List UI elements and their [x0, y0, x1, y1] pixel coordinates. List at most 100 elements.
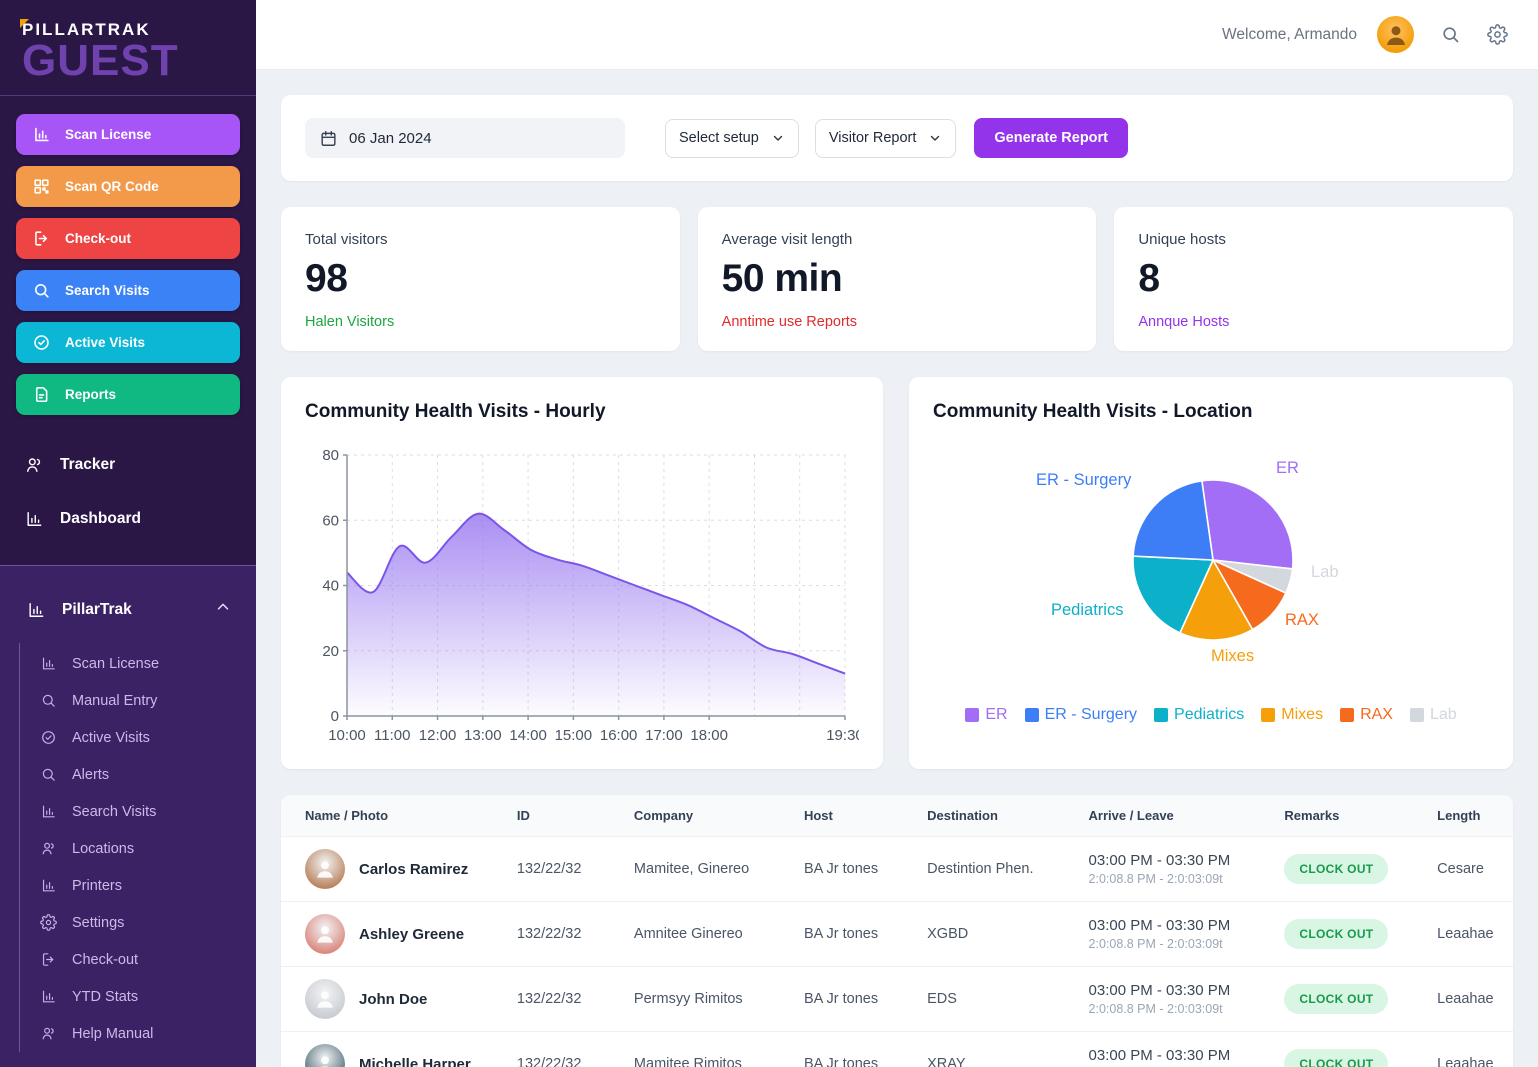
sidebar-button-scan-license[interactable]: Scan License — [16, 114, 240, 156]
svg-text:0: 0 — [331, 708, 339, 725]
sidebar-subitem-alerts[interactable]: Alerts — [30, 756, 256, 793]
bar-chart-icon — [35, 128, 49, 142]
legend-label: ER — [985, 706, 1008, 723]
legend-item-rax[interactable]: RAX — [1340, 706, 1393, 724]
sidebar-subitem-active-visits[interactable]: Active Visits — [30, 719, 256, 756]
stat-card-unique-hosts: Unique hosts 8 Annque Hosts — [1114, 207, 1513, 351]
sidebar-subitem-search-visits[interactable]: Search Visits — [30, 793, 256, 830]
users-icon — [42, 843, 54, 855]
location-pie-chart: ER Lab RAX Mixes Pediatrics ER - Surgery ER ER … — [933, 423, 1489, 753]
stats-row: Total visitors 98 Halen Visitors Average vi… — [281, 207, 1513, 351]
check-circle-icon — [42, 731, 55, 745]
calendar-icon — [319, 129, 338, 148]
sidebar-subitem-scan-license[interactable]: Scan License — [30, 645, 256, 682]
person-fill-icon — [1386, 25, 1405, 45]
table-header-row: Name / Photo ID Company Host Destination Arri… — [281, 795, 1513, 837]
sidebar-group-pillartrak[interactable]: PillarTrak — [0, 586, 256, 633]
stat-card-total-visitors: Total visitors 98 Halen Visitors — [281, 207, 680, 351]
visitor-photo — [305, 849, 345, 889]
generate-report-button[interactable]: Generate Report — [974, 118, 1129, 158]
stat-label: Average visit length — [721, 231, 853, 248]
hourly-area-chart-svg: 0 20 40 60 80 10:00 11:00 12:00 13:00 14:00 15:00 1… — [322, 447, 863, 744]
visitor-name: Carlos Ramirez — [359, 860, 469, 878]
sidebar-subitem-ytd-stats[interactable]: YTD Stats — [30, 978, 256, 1015]
sidebar-item-dashboard[interactable]: Dashboard — [16, 499, 240, 539]
sidebar-main-nav: Tracker Dashboard — [0, 445, 256, 539]
chevron-up-icon — [217, 604, 229, 611]
content: 06 Jan 2024 Select setup Visitor Report … — [256, 70, 1538, 1067]
visitor-destination: EDS — [927, 991, 957, 1007]
sidebar-subitem-manual-entry[interactable]: Manual Entry — [30, 682, 256, 719]
table-row[interactable]: John Doe 132/22/32 Permsyy Rimitos BA Jr to… — [281, 967, 1513, 1032]
sidebar-action-buttons: Scan License Scan QR Code Check-out Search … — [0, 114, 256, 416]
visitor-name: Michelle Harper — [359, 1055, 471, 1067]
svg-text:17:00: 17:00 — [645, 727, 683, 744]
search-icon — [35, 284, 49, 299]
visitor-destination: XRAY — [927, 1056, 966, 1067]
visitor-company: Permsyy Rimitos — [633, 991, 743, 1007]
legend-swatch — [1024, 708, 1039, 722]
report-type-select[interactable]: Visitor Report — [814, 118, 957, 158]
chevron-down-icon — [928, 131, 942, 145]
visitor-id: 132/22/32 — [516, 926, 582, 942]
date-picker[interactable]: 06 Jan 2024 — [305, 118, 625, 158]
qr-code-icon — [34, 179, 49, 195]
setup-select-value: Select setup — [679, 130, 759, 146]
svg-text:11:00: 11:00 — [374, 727, 410, 744]
bar-chart-icon — [29, 602, 44, 617]
pie-callout-label: RAX — [1285, 611, 1319, 629]
setup-select[interactable]: Select setup — [665, 118, 799, 158]
legend-label: RAX — [1360, 706, 1393, 723]
visitor-host: BA Jr tones — [803, 861, 879, 877]
users-icon — [42, 1028, 54, 1040]
settings-button[interactable] — [1487, 24, 1508, 45]
visit-length: Leaahae — [1437, 1056, 1494, 1067]
sidebar-subitem-printers[interactable]: Printers — [30, 867, 256, 904]
sidebar-subitem-label: YTD Stats — [72, 988, 139, 1005]
sidebar-top-section: PILLARTRAK GUEST Scan License Scan QR Cod… — [0, 0, 256, 566]
table-row[interactable]: Michelle Harper 132/22/32 Mamitee Rimitos B… — [281, 1032, 1513, 1067]
legend-item-er[interactable]: ER — [965, 706, 1008, 724]
report-select-value: Visitor Report — [828, 130, 917, 146]
sidebar-subitem-locations[interactable]: Locations — [30, 830, 256, 867]
table-row[interactable]: Ashley Greene 132/22/32 Amnitee Ginereo BA … — [281, 902, 1513, 967]
stat-card-average-visit-length: Average visit length 50 min Anntime use Re… — [697, 207, 1097, 351]
chevron-down-icon — [771, 131, 785, 145]
bar-chart-icon — [27, 512, 42, 527]
visitor-photo — [305, 979, 345, 1019]
legend-item-mixes[interactable]: Mixes — [1261, 706, 1323, 724]
sidebar-subitem-label: Manual Entry — [72, 692, 158, 709]
sidebar-bottom-section: PillarTrak Scan License Manual Entry Activ… — [0, 565, 256, 1067]
table-column-header: Host — [803, 808, 833, 823]
arrive-leave-subtime: 2:0:08.8 PM - 2:0:03:09t — [1088, 872, 1223, 886]
svg-text:14:00: 14:00 — [509, 727, 547, 744]
arrive-leave-time: 03:00 PM - 03:30 PM — [1088, 1047, 1231, 1064]
sidebar-button-label: Scan QR Code — [65, 179, 159, 195]
table-row[interactable]: Carlos Ramirez 132/22/32 Mamitee, Ginereo B… — [281, 837, 1513, 902]
legend-item-lab[interactable]: Lab — [1409, 706, 1457, 724]
svg-text:15:00: 15:00 — [555, 727, 593, 744]
legend-item-pediatrics[interactable]: Pediatrics — [1154, 706, 1244, 724]
user-avatar[interactable] — [1377, 16, 1414, 53]
sidebar-button-active-visits[interactable]: Active Visits — [16, 322, 240, 364]
sidebar-button-reports[interactable]: Reports — [16, 374, 240, 416]
logo-wordmark: PILLARTRAK — [20, 19, 151, 40]
legend-item-er-surgery[interactable]: ER - Surgery — [1024, 706, 1137, 724]
stat-value: 8 — [1138, 257, 1160, 300]
visitor-company: Mamitee Rimitos — [633, 1056, 742, 1067]
sidebar-subitem-settings[interactable]: Settings — [30, 904, 256, 941]
stat-label: Total visitors — [305, 231, 388, 248]
date-value: 06 Jan 2024 — [349, 129, 432, 147]
bar-chart-icon — [42, 657, 55, 670]
sidebar-button-search-visits[interactable]: Search Visits — [16, 270, 240, 312]
sidebar-button-check-out[interactable]: Check-out — [16, 218, 240, 260]
sidebar-item-tracker[interactable]: Tracker — [16, 445, 240, 485]
sidebar-subitem-help-manual[interactable]: Help Manual — [30, 1015, 256, 1052]
search-button[interactable] — [1440, 24, 1461, 45]
sidebar-button-scan-qr-code[interactable]: Scan QR Code — [16, 166, 240, 208]
person-fill-icon — [321, 1056, 329, 1067]
sidebar-subitem-label: Printers — [72, 877, 122, 894]
sidebar-subitem-check-out[interactable]: Check-out — [30, 941, 256, 978]
app-logo: PILLARTRAK GUEST — [0, 0, 256, 95]
logo-text-top: PILLARTRAK — [22, 20, 151, 39]
